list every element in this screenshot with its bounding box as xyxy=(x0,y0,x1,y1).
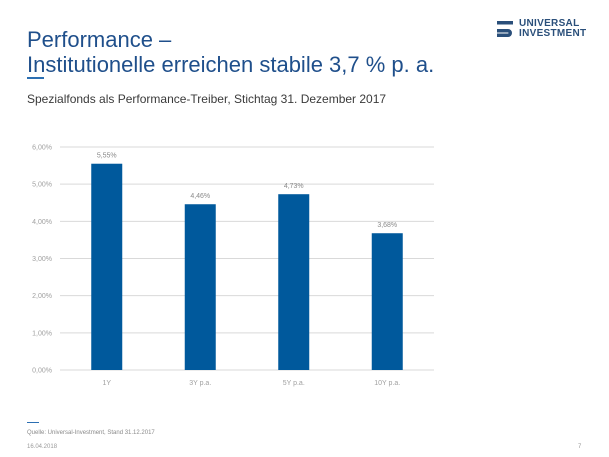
x-tick-label: 3Y p.a. xyxy=(189,380,211,387)
logo-text-line-1: UNIVERSAL xyxy=(519,18,580,29)
title-line-2: Institutionelle erreichen stabile 3,7 % … xyxy=(27,52,435,77)
y-tick-label: 5,00% xyxy=(32,182,52,189)
bar xyxy=(91,163,123,370)
bar-value-label: 4,73% xyxy=(284,183,304,190)
title-underline xyxy=(27,77,44,79)
y-tick-label: 4,00% xyxy=(32,219,52,226)
bar xyxy=(184,204,216,370)
bar xyxy=(278,194,310,370)
slide-title: Performance – Institutionelle erreichen … xyxy=(27,27,434,77)
bar-value-label: 4,46% xyxy=(190,193,210,200)
y-axis-ticks: 0,00% 1,00% 2,00% 3,00% 4,00% 5,00% 6,00% xyxy=(32,145,52,375)
company-logo: UNIVERSAL INVESTMENT xyxy=(497,19,589,43)
bar-value-label: 5,55% xyxy=(97,153,117,160)
footer-rule xyxy=(27,422,39,423)
chart-value-labels: 5,55% 4,46% 4,73% 3,68% xyxy=(97,153,397,230)
y-tick-label: 1,00% xyxy=(32,330,52,337)
universal-investment-logo-mark-icon xyxy=(497,21,513,37)
x-tick-label: 10Y p.a. xyxy=(374,380,400,387)
chart-gridlines xyxy=(60,146,434,371)
y-tick-label: 0,00% xyxy=(32,368,52,375)
logo-text: UNIVERSAL INVESTMENT xyxy=(519,19,586,39)
x-axis-ticks: 1Y 3Y p.a. 5Y p.a. 10Y p.a. xyxy=(102,380,400,387)
x-tick-label: 1Y xyxy=(102,380,111,387)
footer-date: 16.04.2018 xyxy=(27,444,58,450)
page-number: 7 xyxy=(578,444,582,450)
x-tick-label: 5Y p.a. xyxy=(283,380,305,387)
bar xyxy=(371,233,403,370)
chart-bars xyxy=(91,163,403,370)
y-tick-label: 3,00% xyxy=(32,256,52,263)
source-note: Quelle: Universal-Investment, Stand 31.1… xyxy=(27,430,155,436)
performance-bar-chart: 0,00% 1,00% 2,00% 3,00% 4,00% 5,00% 6,00% 5,55… xyxy=(32,145,434,387)
y-tick-label: 2,00% xyxy=(32,293,52,300)
bar-value-label: 3,68% xyxy=(377,222,397,229)
title-line-1: Performance – xyxy=(27,27,172,52)
y-tick-label: 6,00% xyxy=(32,145,52,152)
slide-subtitle: Spezialfonds als Performance-Treiber, St… xyxy=(27,92,387,106)
logo-text-line-2: INVESTMENT xyxy=(519,28,587,39)
